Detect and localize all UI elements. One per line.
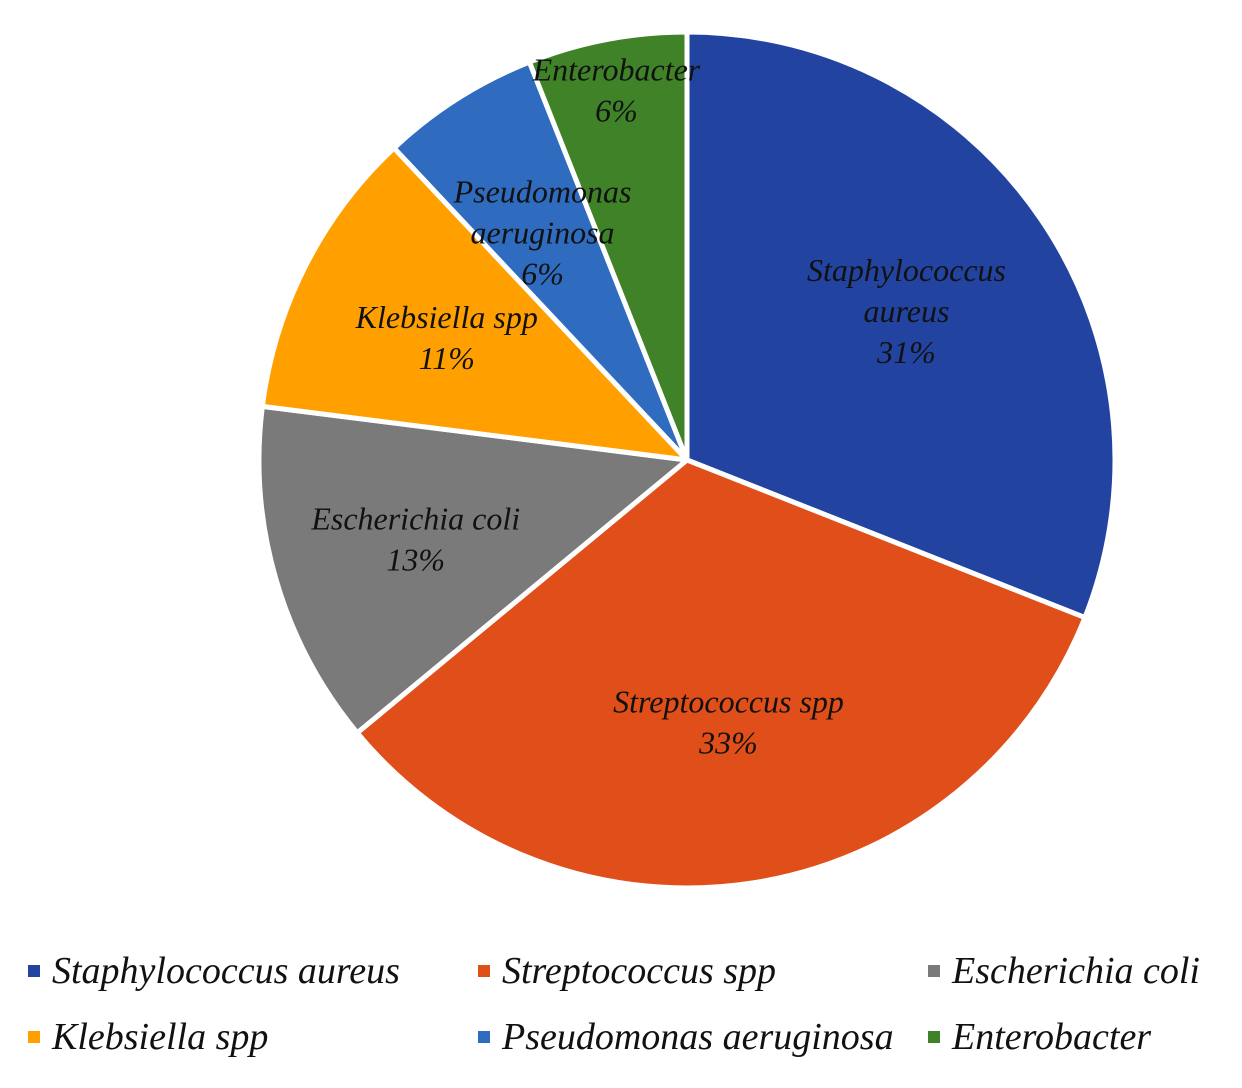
slice-percent-label: 33%: [698, 725, 758, 761]
legend-swatch-staphylococcus-aureus: [28, 965, 40, 977]
slice-percent-label: 6%: [595, 93, 638, 129]
slice-name-label: aureus: [864, 293, 950, 329]
pie-chart: Staphylococcus aureus 31% Streptococcus spp…: [256, 29, 1118, 891]
legend-item-streptococcus-spp: Streptococcus spp: [478, 946, 776, 996]
chart-legend: Staphylococcus aureus Streptococcus spp …: [0, 940, 1242, 1088]
legend-label-streptococcus-spp: Streptococcus spp: [502, 950, 777, 992]
legend-item-staphylococcus-aureus: Staphylococcus aureus: [28, 946, 400, 996]
slice-name-label: Klebsiella spp: [355, 299, 538, 335]
slice-percent-label: 13%: [386, 541, 445, 577]
slice-percent-label: 11%: [419, 340, 475, 376]
legend-item-escherichia-coli: Escherichia coli: [928, 946, 1200, 996]
pie-slice-klebsiella-spp: [259, 145, 690, 463]
slice-label-streptococcus-spp: Streptococcus spp 33%: [613, 684, 844, 761]
legend-swatch-escherichia-coli: [928, 965, 940, 977]
legend-label-klebsiella-spp: Klebsiella spp: [52, 1016, 269, 1058]
pie-labels: Staphylococcus aureus 31% Streptococcus spp…: [310, 52, 1006, 761]
legend-label-escherichia-coli: Escherichia coli: [952, 950, 1200, 992]
pie-slices: [256, 29, 1118, 891]
pie-slice-escherichia-coli: [256, 403, 690, 736]
slice-label-escherichia-coli: Escherichia coli 13%: [310, 500, 520, 577]
slice-name-label: Streptococcus spp: [613, 684, 844, 720]
slice-label-pseudomonas-aeruginosa: Pseudomonas aeruginosa 6%: [453, 173, 632, 291]
pie-slice-streptococcus-spp: [354, 457, 1088, 891]
legend-swatch-streptococcus-spp: [478, 965, 490, 977]
legend-swatch-enterobacter: [928, 1031, 940, 1043]
slice-name-label: Pseudomonas: [453, 173, 632, 209]
slice-name-label: Staphylococcus: [807, 252, 1006, 288]
legend-item-klebsiella-spp: Klebsiella spp: [28, 1012, 268, 1062]
slice-percent-label: 31%: [876, 334, 936, 370]
slice-label-staphylococcus-aureus: Staphylococcus aureus 31%: [807, 252, 1006, 370]
legend-item-pseudomonas-aeruginosa: Pseudomonas aeruginosa: [478, 1012, 894, 1062]
legend-swatch-pseudomonas-aeruginosa: [478, 1031, 490, 1043]
slice-label-enterobacter: Enterobacter 6%: [532, 52, 701, 129]
legend-label-staphylococcus-aureus: Staphylococcus aureus: [52, 950, 400, 992]
slice-percent-label: 6%: [521, 255, 564, 291]
pie-slice-enterobacter: [526, 29, 690, 463]
slice-name-label: Escherichia coli: [310, 500, 520, 536]
slice-label-klebsiella-spp: Klebsiella spp 11%: [355, 299, 538, 376]
legend-label-pseudomonas-aeruginosa: Pseudomonas aeruginosa: [502, 1016, 894, 1058]
legend-swatch-klebsiella-spp: [28, 1031, 40, 1043]
pie-slice-pseudomonas-aeruginosa: [391, 59, 690, 463]
pie-slice-staphylococcus-aureus: [684, 29, 1118, 621]
slice-name-label: Enterobacter: [532, 52, 701, 88]
legend-label-enterobacter: Enterobacter: [952, 1016, 1152, 1058]
slice-name-label: aeruginosa: [471, 214, 615, 250]
legend-item-enterobacter: Enterobacter: [928, 1012, 1151, 1062]
